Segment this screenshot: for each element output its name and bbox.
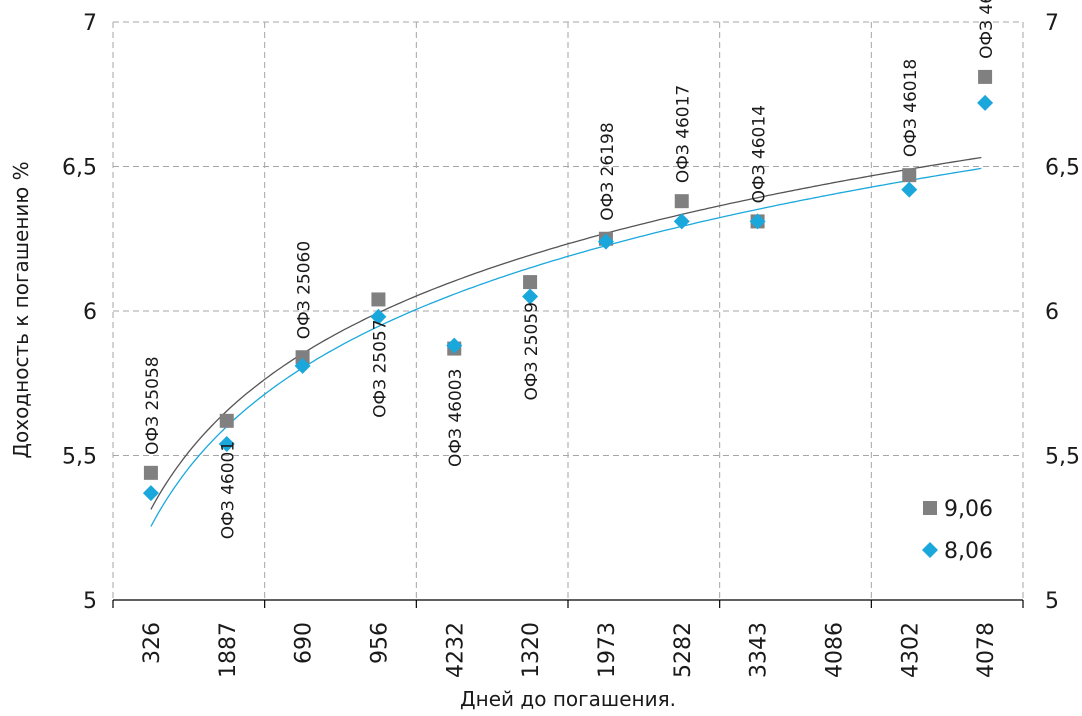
x-tick-label: 326 — [140, 622, 165, 664]
axes — [112, 599, 1024, 608]
x-tick-label: 4086 — [822, 622, 847, 678]
x-tick-label: 5282 — [671, 622, 696, 678]
point-label: ОФЗ 46020 — [977, 0, 997, 59]
x-tick-label: 4232 — [443, 622, 468, 678]
point-label: ОФЗ 25057 — [370, 319, 390, 417]
point-label: ОФЗ 46017 — [674, 85, 694, 183]
point-9,06 — [902, 168, 917, 183]
point-8,06 — [749, 213, 766, 230]
point-label: ОФЗ 46003 — [446, 369, 466, 467]
x-tick-label: 4078 — [974, 622, 999, 678]
y-tick-label-right: 5 — [1045, 589, 1059, 614]
y-tick-label-right: 6,5 — [1045, 156, 1080, 181]
point-9,06 — [978, 69, 993, 84]
point-label: ОФЗ 26198 — [598, 122, 618, 220]
y-tick-label-right: 5,5 — [1045, 445, 1080, 470]
point-8,06 — [370, 308, 387, 325]
point-8,06 — [446, 337, 463, 354]
y-tick-label-left: 6 — [83, 300, 97, 325]
trendlines — [150, 156, 982, 527]
x-tick-label: 3343 — [747, 622, 772, 678]
point-8,06 — [597, 233, 614, 250]
legend-label: 8,06 — [944, 539, 993, 564]
point-9,06 — [674, 194, 689, 209]
x-axis-title: Дней до погашения. — [460, 687, 676, 711]
tick-labels: 5 5 5,5 5,5 6 6 6,5 6,5 7 7 326 1887 690 956 4232 1320 1… — [62, 11, 1080, 678]
point-label: ОФЗ 46001 — [219, 441, 239, 539]
point-9,06 — [219, 413, 234, 428]
point-9,06 — [143, 465, 158, 480]
point-label: ОФЗ 25060 — [295, 241, 315, 339]
point-9,06 — [371, 292, 386, 307]
y-tick-label-right: 6 — [1045, 300, 1059, 325]
point-label: ОФЗ 25059 — [522, 302, 542, 400]
x-tick-label: 1887 — [216, 622, 241, 678]
point-8,06 — [218, 435, 235, 452]
point-9,06 — [295, 350, 310, 365]
point-labels: ОФЗ 25058 ОФЗ 46001 ОФЗ 25060 ОФЗ 25057 ОФЗ … — [143, 0, 997, 539]
y-tick-label-left: 6,5 — [62, 156, 97, 181]
legend-marker — [923, 501, 937, 515]
point-label: ОФЗ 46018 — [901, 59, 921, 157]
point-8,06 — [294, 357, 311, 374]
y-tick-label-left: 7 — [83, 11, 97, 36]
point-label: ОФЗ 46014 — [750, 105, 770, 203]
x-tick-label: 1320 — [519, 622, 544, 678]
legend-label: 9,06 — [944, 497, 993, 522]
legend-marker — [922, 542, 938, 558]
y-tick-label-left: 5,5 — [62, 445, 97, 470]
point-label: ОФЗ 25058 — [143, 356, 163, 454]
x-tick-label: 4302 — [898, 622, 923, 678]
data-points — [142, 69, 994, 502]
point-8,06 — [977, 94, 994, 111]
grid-lines — [112, 21, 1024, 600]
y-axis-title: Доходность к погашению % — [9, 161, 33, 458]
y-tick-label-left: 5 — [83, 589, 97, 614]
trendline-9,06 — [150, 156, 982, 510]
point-8,06 — [673, 213, 690, 230]
x-tick-label: 1973 — [595, 622, 620, 678]
trendline-8,06 — [150, 167, 982, 527]
point-9,06 — [523, 275, 538, 290]
point-8,06 — [901, 181, 918, 198]
point-8,06 — [142, 485, 159, 502]
x-tick-label: 690 — [292, 622, 317, 664]
legend: 9,06 8,06 — [922, 497, 993, 564]
x-tick-label: 956 — [367, 622, 392, 664]
y-tick-label-right: 7 — [1045, 11, 1059, 36]
point-8,06 — [522, 288, 539, 305]
